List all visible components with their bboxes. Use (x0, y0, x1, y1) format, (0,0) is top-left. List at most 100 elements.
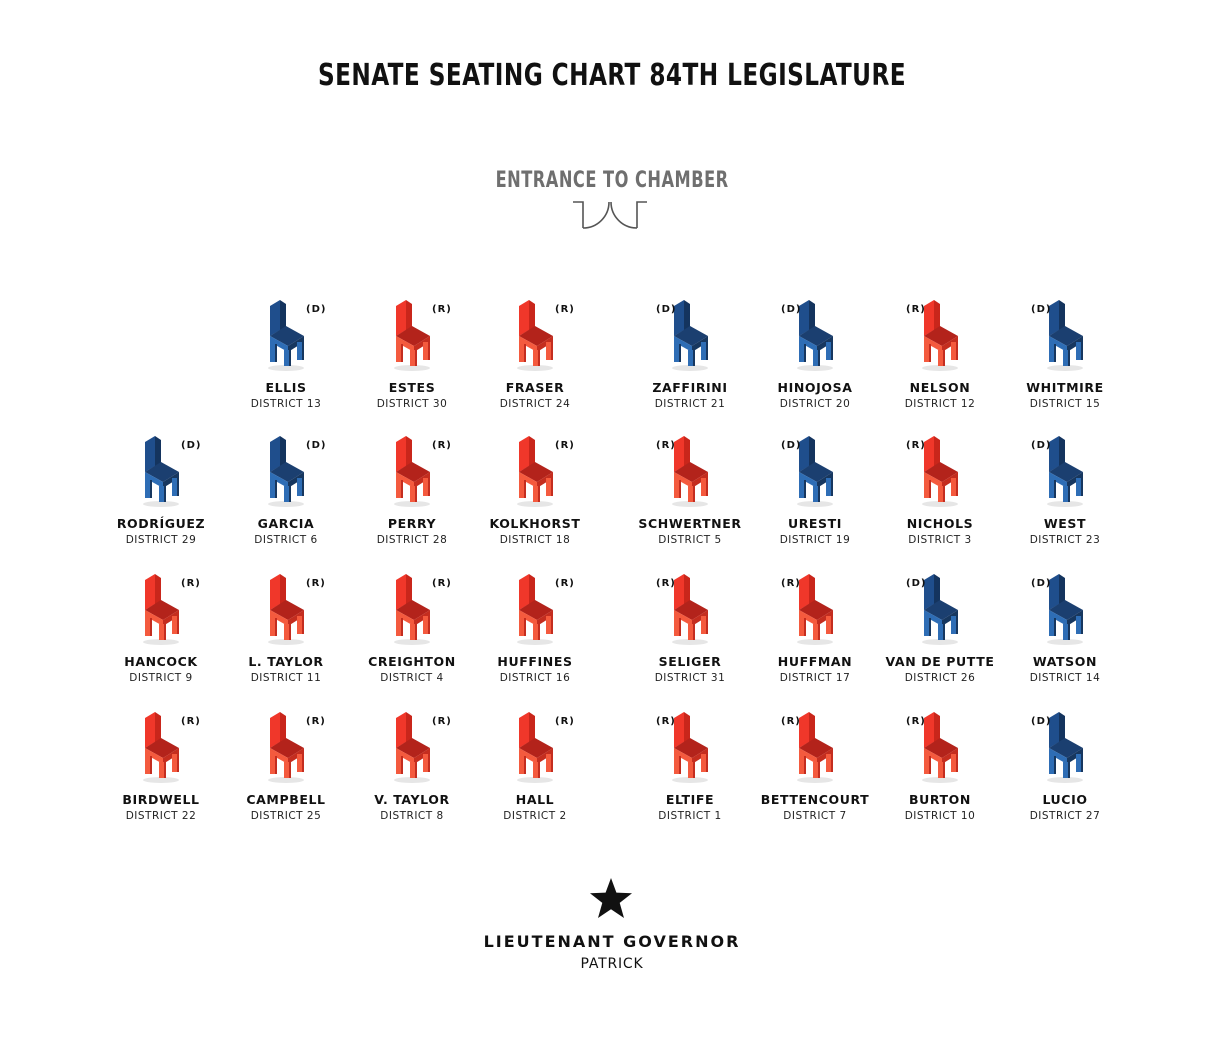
republican-chair-icon (517, 300, 553, 371)
senator-district: DISTRICT 26 (904, 672, 976, 684)
democrat-chair-icon (1047, 712, 1083, 783)
senator-seat: (R) HANCOCK DISTRICT 9 (99, 572, 223, 702)
senator-seat: (D) LUCIO DISTRICT 27 (1003, 710, 1127, 840)
senator-seat: (R) ELTIFE DISTRICT 1 (628, 710, 752, 840)
door-icon (573, 201, 647, 229)
senator-seat: (R) HUFFMAN DISTRICT 17 (753, 572, 877, 702)
party-label: (D) (1031, 304, 1052, 315)
party-label: (R) (906, 440, 926, 451)
republican-chair-icon (394, 712, 430, 783)
senator-district: DISTRICT 7 (783, 810, 847, 822)
democrat-chair-icon (268, 436, 304, 507)
presiding-officer-name: PATRICK (580, 956, 644, 972)
party-label: (R) (181, 578, 201, 589)
senator-district: DISTRICT 17 (779, 672, 851, 684)
senator-district: DISTRICT 1 (658, 810, 722, 822)
senator-district: DISTRICT 9 (129, 672, 193, 684)
party-label: (D) (906, 578, 927, 589)
senator-district: DISTRICT 30 (376, 398, 448, 410)
party-label: (R) (781, 716, 801, 727)
chart-title: SENATE SEATING CHART 84TH LEGISLATURE (317, 58, 907, 93)
senator-district: DISTRICT 3 (908, 534, 972, 546)
senator-name: WEST (1043, 516, 1087, 531)
party-label: (R) (555, 716, 575, 727)
party-label: (R) (656, 578, 676, 589)
senator-name: L. TAYLOR (248, 654, 324, 669)
senator-name: ELLIS (265, 380, 307, 395)
senator-name: BETTENCOURT (760, 792, 870, 807)
senator-seat: (R) CREIGHTON DISTRICT 4 (350, 572, 474, 702)
senator-seat: (R) ESTES DISTRICT 30 (350, 298, 474, 428)
senator-district: DISTRICT 13 (250, 398, 322, 410)
republican-chair-icon (268, 574, 304, 645)
senator-name: BIRDWELL (122, 792, 200, 807)
senator-seat: (D) WEST DISTRICT 23 (1003, 434, 1127, 564)
party-label: (R) (906, 304, 926, 315)
party-label: (D) (1031, 716, 1052, 727)
senator-name: FRASER (505, 380, 565, 395)
senator-seat: (R) NELSON DISTRICT 12 (878, 298, 1002, 428)
senator-seat: (D) WATSON DISTRICT 14 (1003, 572, 1127, 702)
senator-seat: (R) BETTENCOURT DISTRICT 7 (753, 710, 877, 840)
republican-chair-icon (517, 436, 553, 507)
senator-seat: (R) FRASER DISTRICT 24 (473, 298, 597, 428)
party-label: (R) (181, 716, 201, 727)
senator-district: DISTRICT 8 (380, 810, 444, 822)
republican-chair-icon (394, 436, 430, 507)
senator-name: SELIGER (658, 654, 722, 669)
senator-district: DISTRICT 12 (904, 398, 976, 410)
senator-name: BURTON (909, 792, 971, 807)
senator-district: DISTRICT 11 (250, 672, 322, 684)
senator-name: URESTI (787, 516, 843, 531)
senator-district: DISTRICT 10 (904, 810, 976, 822)
senator-name: HANCOCK (124, 654, 198, 669)
party-label: (D) (781, 304, 802, 315)
party-label: (R) (906, 716, 926, 727)
senator-district: DISTRICT 6 (254, 534, 318, 546)
party-label: (R) (432, 440, 452, 451)
party-label: (D) (181, 440, 202, 451)
senator-district: DISTRICT 28 (376, 534, 448, 546)
party-label: (R) (781, 578, 801, 589)
senator-name: LUCIO (1042, 792, 1088, 807)
senator-seat: (R) KOLKHORST DISTRICT 18 (473, 434, 597, 564)
democrat-chair-icon (268, 300, 304, 371)
democrat-chair-icon (672, 300, 708, 371)
party-label: (D) (1031, 440, 1052, 451)
senator-name: HUFFINES (497, 654, 573, 669)
republican-chair-icon (394, 574, 430, 645)
senator-name: NICHOLS (906, 516, 974, 531)
party-label: (R) (555, 578, 575, 589)
senator-name: HINOJOSA (777, 380, 853, 395)
entrance: ENTRANCE TO CHAMBER (0, 168, 1224, 193)
senator-name: ELTIFE (665, 792, 715, 807)
senator-district: DISTRICT 18 (499, 534, 571, 546)
senator-district: DISTRICT 4 (380, 672, 444, 684)
senator-district: DISTRICT 19 (779, 534, 851, 546)
republican-chair-icon (517, 574, 553, 645)
republican-chair-icon (922, 300, 958, 371)
democrat-chair-icon (1047, 436, 1083, 507)
senator-seat: (D) GARCIA DISTRICT 6 (224, 434, 348, 564)
senator-seat: (R) V. TAYLOR DISTRICT 8 (350, 710, 474, 840)
republican-chair-icon (143, 574, 179, 645)
democrat-chair-icon (797, 300, 833, 371)
senator-name: V. TAYLOR (374, 792, 450, 807)
senator-district: DISTRICT 25 (250, 810, 322, 822)
presiding-officer-title: LIEUTENANT GOVERNOR (483, 932, 741, 951)
party-label: (D) (306, 304, 327, 315)
senator-seat: (D) ZAFFIRINI DISTRICT 21 (628, 298, 752, 428)
senator-seat: (R) CAMPBELL DISTRICT 25 (224, 710, 348, 840)
senator-name: ZAFFIRINI (652, 380, 728, 395)
senator-name: ESTES (388, 380, 436, 395)
senator-seat: (R) HALL DISTRICT 2 (473, 710, 597, 840)
republican-chair-icon (672, 574, 708, 645)
senator-name: NELSON (909, 380, 971, 395)
republican-chair-icon (797, 712, 833, 783)
star-icon (590, 878, 632, 918)
republican-chair-icon (143, 712, 179, 783)
senator-district: DISTRICT 14 (1029, 672, 1101, 684)
party-label: (R) (306, 716, 326, 727)
senator-name: HALL (515, 792, 555, 807)
party-label: (D) (1031, 578, 1052, 589)
